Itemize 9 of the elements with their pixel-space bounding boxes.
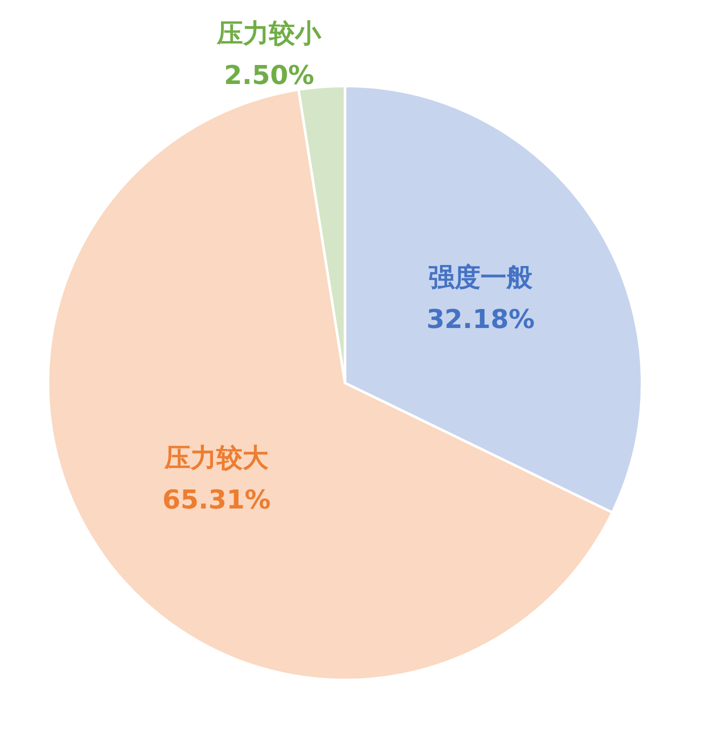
slice-label: 压力较大 [164,443,270,474]
pie-slice [297,84,346,384]
data-label: 65.31% [162,485,271,516]
slice-label: 强度一般 [428,263,534,294]
data-label: 32.18% [426,305,535,336]
data-label: 2.50% [224,61,314,92]
pie-slice [46,88,614,682]
pie-slice [344,84,643,514]
slice-label: 压力较小 [216,19,322,50]
